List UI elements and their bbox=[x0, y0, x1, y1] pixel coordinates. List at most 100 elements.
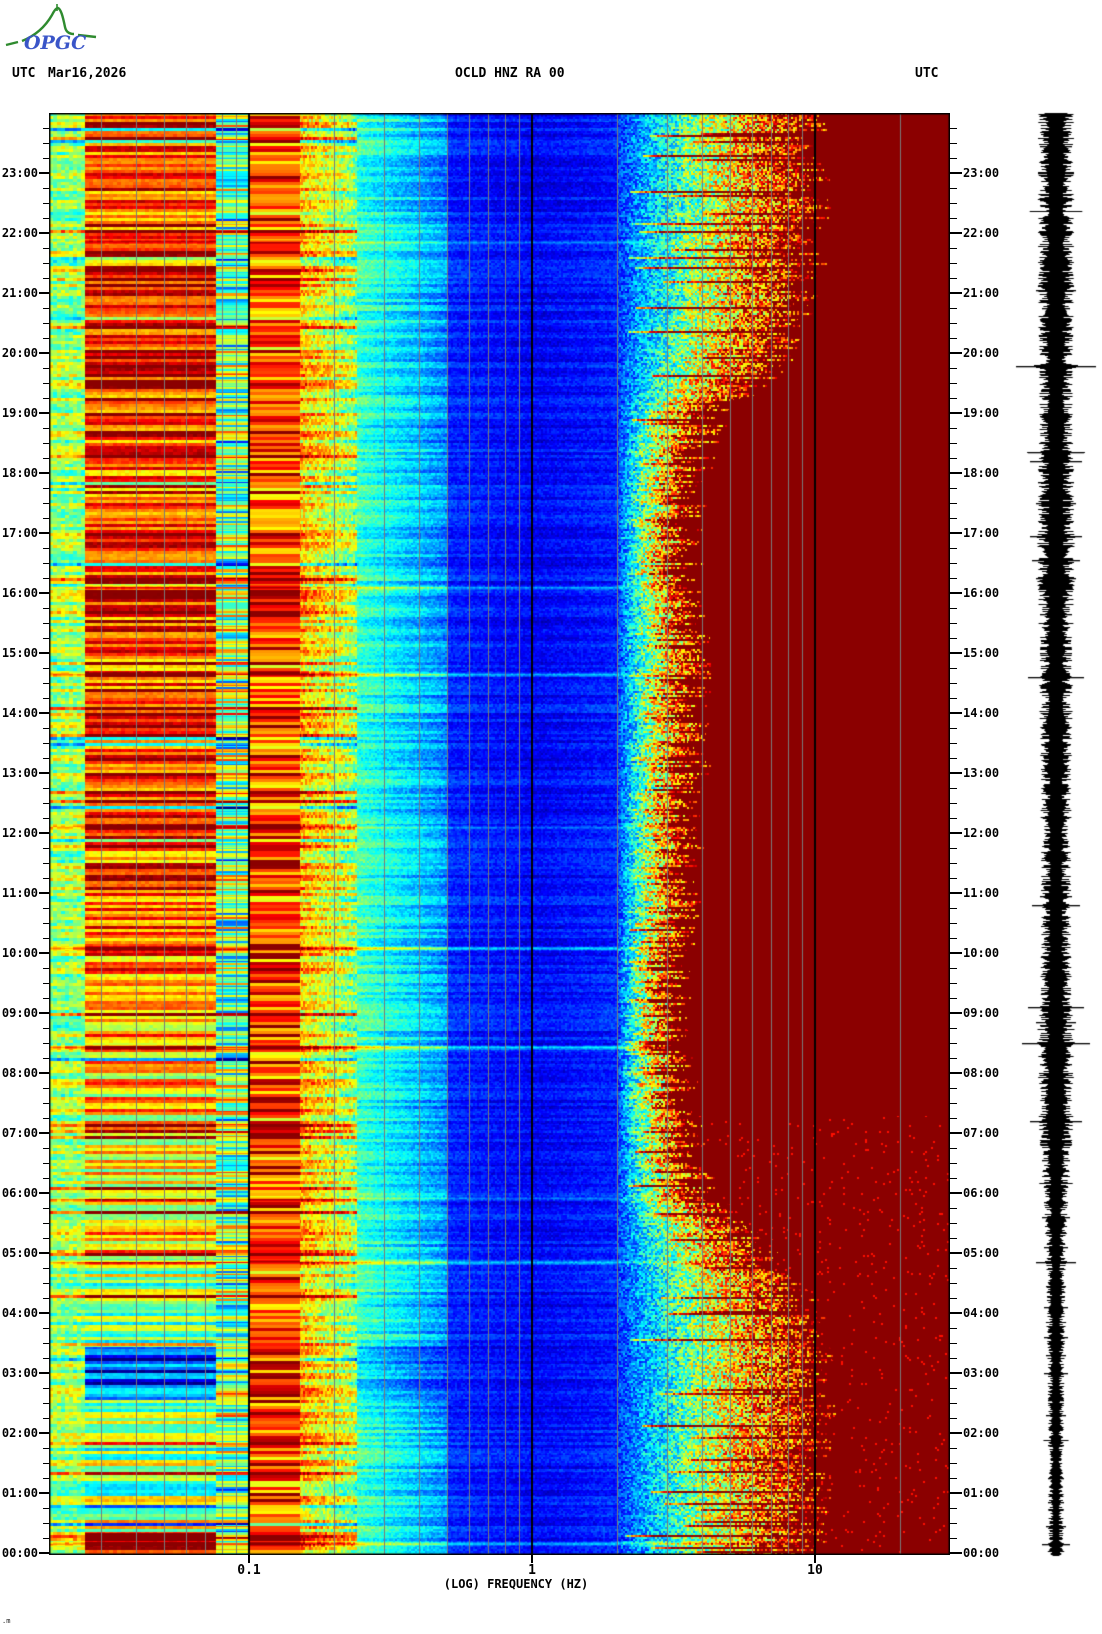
time-label-right: 14:00 bbox=[963, 706, 1000, 720]
hour-tick-left bbox=[39, 1132, 49, 1134]
hour-tick-left bbox=[39, 352, 49, 354]
hour-tick-left bbox=[39, 1072, 49, 1074]
quarter-tick-right bbox=[950, 1343, 957, 1344]
time-label-left: 05:00 bbox=[1, 1246, 38, 1260]
quarter-tick-left bbox=[43, 608, 49, 609]
quarter-tick-right bbox=[950, 1103, 957, 1104]
quarter-tick-right bbox=[950, 1088, 957, 1089]
quarter-tick-right bbox=[950, 998, 957, 999]
hour-tick-left bbox=[39, 1492, 49, 1494]
time-label-right: 16:00 bbox=[963, 586, 1000, 600]
time-label-right: 12:00 bbox=[963, 826, 1000, 840]
quarter-tick-left bbox=[43, 1523, 49, 1524]
hour-tick-left bbox=[39, 292, 49, 294]
hour-tick-right bbox=[950, 832, 962, 834]
quarter-tick-left bbox=[43, 128, 49, 129]
quarter-tick-right bbox=[950, 488, 957, 489]
time-label-right: 07:00 bbox=[963, 1126, 1000, 1140]
quarter-tick-left bbox=[43, 218, 49, 219]
time-label-left: 13:00 bbox=[1, 766, 38, 780]
hour-tick-right bbox=[950, 1072, 962, 1074]
quarter-tick-right bbox=[950, 398, 957, 399]
time-label-left: 11:00 bbox=[1, 886, 38, 900]
hour-tick-left bbox=[39, 532, 49, 534]
hour-tick-right bbox=[950, 892, 962, 894]
quarter-tick-left bbox=[43, 1403, 49, 1404]
hour-tick-left bbox=[39, 1552, 49, 1554]
hour-tick-left bbox=[39, 1372, 49, 1374]
quarter-tick-left bbox=[43, 278, 49, 279]
quarter-tick-left bbox=[43, 263, 49, 264]
time-label-right: 01:00 bbox=[963, 1486, 1000, 1500]
freq-tick bbox=[531, 1555, 533, 1563]
hour-tick-right bbox=[950, 1552, 962, 1554]
quarter-tick-right bbox=[950, 1163, 957, 1164]
quarter-tick-left bbox=[43, 428, 49, 429]
quarter-tick-right bbox=[950, 1178, 957, 1179]
quarter-tick-right bbox=[950, 218, 957, 219]
quarter-tick-right bbox=[950, 428, 957, 429]
hour-tick-left bbox=[39, 232, 49, 234]
quarter-tick-left bbox=[43, 1118, 49, 1119]
quarter-tick-left bbox=[43, 998, 49, 999]
quarter-tick-left bbox=[43, 1178, 49, 1179]
quarter-tick-left bbox=[43, 848, 49, 849]
logo-text: OPGC bbox=[24, 32, 86, 53]
quarter-tick-left bbox=[43, 143, 49, 144]
freq-tick-label: 0.1 bbox=[237, 1563, 261, 1578]
freq-tick bbox=[248, 1555, 250, 1563]
quarter-tick-left bbox=[43, 668, 49, 669]
quarter-tick-right bbox=[950, 368, 957, 369]
quarter-tick-left bbox=[43, 443, 49, 444]
quarter-tick-right bbox=[950, 983, 957, 984]
quarter-tick-left bbox=[43, 1028, 49, 1029]
hour-tick-right bbox=[950, 1252, 962, 1254]
quarter-tick-left bbox=[43, 1268, 49, 1269]
quarter-tick-right bbox=[950, 443, 957, 444]
quarter-tick-right bbox=[950, 608, 957, 609]
quarter-tick-right bbox=[950, 863, 957, 864]
quarter-tick-left bbox=[43, 1208, 49, 1209]
quarter-tick-left bbox=[43, 338, 49, 339]
quarter-tick-right bbox=[950, 803, 957, 804]
hour-tick-right bbox=[950, 1132, 962, 1134]
hour-tick-right bbox=[950, 592, 962, 594]
time-label-right: 20:00 bbox=[963, 346, 1000, 360]
quarter-tick-left bbox=[43, 1163, 49, 1164]
hour-tick-left bbox=[39, 772, 49, 774]
hour-tick-right bbox=[950, 712, 962, 714]
quarter-tick-left bbox=[43, 518, 49, 519]
quarter-tick-right bbox=[950, 668, 957, 669]
hour-tick-right bbox=[950, 1012, 962, 1014]
time-label-left: 23:00 bbox=[1, 166, 38, 180]
quarter-tick-left bbox=[43, 1508, 49, 1509]
quarter-tick-right bbox=[950, 158, 957, 159]
quarter-tick-left bbox=[43, 203, 49, 204]
quarter-tick-left bbox=[43, 728, 49, 729]
quarter-tick-right bbox=[950, 263, 957, 264]
quarter-tick-right bbox=[950, 1403, 957, 1404]
quarter-tick-right bbox=[950, 1283, 957, 1284]
quarter-tick-left bbox=[43, 1538, 49, 1539]
hour-tick-right bbox=[950, 1372, 962, 1374]
quarter-tick-right bbox=[950, 923, 957, 924]
time-label-left: 20:00 bbox=[1, 346, 38, 360]
quarter-tick-left bbox=[43, 1223, 49, 1224]
quarter-tick-left bbox=[43, 383, 49, 384]
quarter-tick-right bbox=[950, 1418, 957, 1419]
date-label: Mar16,2026 bbox=[48, 66, 127, 81]
quarter-tick-left bbox=[43, 758, 49, 759]
quarter-tick-right bbox=[950, 1238, 957, 1239]
time-label-right: 05:00 bbox=[963, 1246, 1000, 1260]
time-label-left: 14:00 bbox=[1, 706, 38, 720]
hour-tick-right bbox=[950, 412, 962, 414]
hour-tick-right bbox=[950, 292, 962, 294]
time-label-left: 17:00 bbox=[1, 526, 38, 540]
quarter-tick-right bbox=[950, 563, 957, 564]
quarter-tick-right bbox=[950, 1043, 957, 1044]
quarter-tick-left bbox=[43, 1343, 49, 1344]
quarter-tick-left bbox=[43, 503, 49, 504]
time-label-left: 00:00 bbox=[1, 1546, 38, 1560]
quarter-tick-left bbox=[43, 158, 49, 159]
quarter-tick-left bbox=[43, 1088, 49, 1089]
